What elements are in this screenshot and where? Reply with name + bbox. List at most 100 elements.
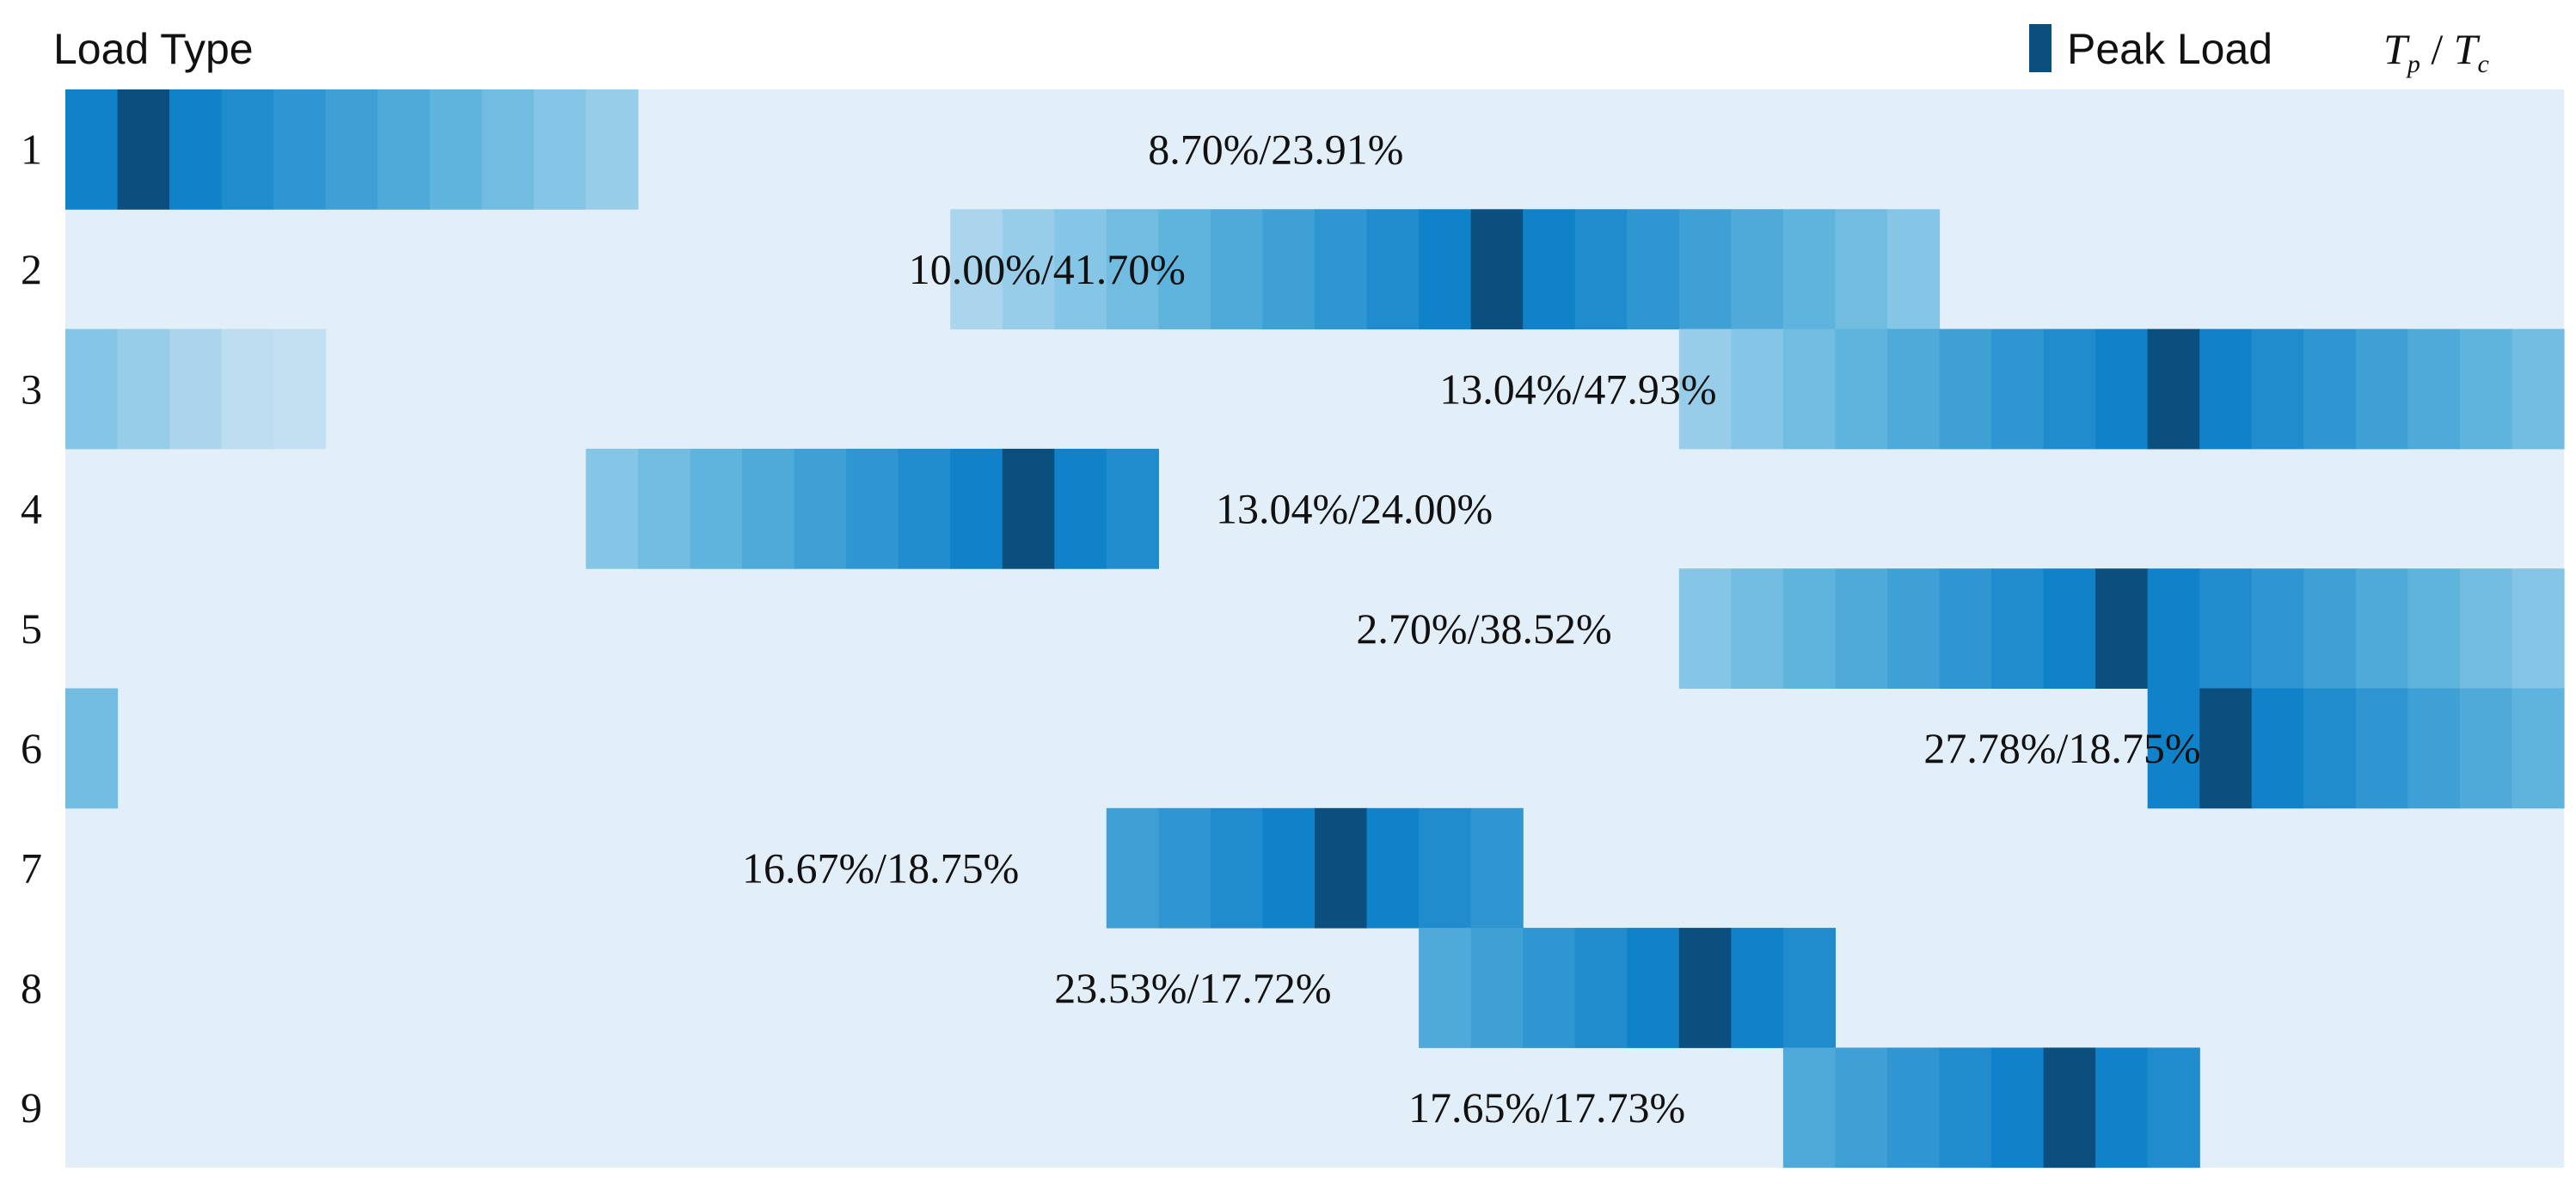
legend-label-peak-load: Peak Load	[2067, 25, 2272, 73]
load-cell	[1782, 209, 1837, 330]
load-cell	[950, 209, 1003, 330]
row-annotation: 27.78%/18.75%	[1923, 724, 2200, 772]
load-cell	[1627, 209, 1680, 330]
heatmap-row-8	[1419, 928, 1837, 1048]
load-cell	[1835, 328, 1888, 450]
peak-cell	[1678, 928, 1732, 1048]
load-cell	[1574, 209, 1628, 330]
heatmap-rows	[65, 89, 2565, 1169]
load-cell	[2407, 328, 2461, 450]
load-cell	[742, 448, 795, 569]
load-cell	[1210, 807, 1264, 929]
load-cell	[2095, 1047, 2149, 1169]
load-cell	[1158, 807, 1211, 929]
load-cell	[1782, 928, 1837, 1048]
load-cell	[846, 448, 899, 569]
load-cell	[1886, 209, 1941, 330]
load-cell	[950, 448, 1003, 569]
load-cell	[690, 448, 743, 569]
load-cell	[1678, 209, 1732, 330]
load-cell	[2459, 568, 2513, 689]
load-cell	[377, 89, 431, 210]
load-cell	[1315, 209, 1368, 330]
ratio-first: T	[2383, 25, 2410, 73]
peak-cell	[1315, 807, 1368, 929]
legend-ratio-label: Tp / Tc	[2383, 25, 2489, 78]
heatmap-row-1	[65, 89, 639, 210]
load-cell	[2512, 568, 2565, 689]
load-cell	[586, 89, 639, 210]
heatmap-row-2	[950, 209, 1941, 330]
load-cell	[2459, 688, 2513, 809]
legend: Peak Load Tp / Tc	[2029, 24, 2489, 78]
row-label: 5	[21, 604, 42, 653]
load-cell	[1054, 209, 1107, 330]
peak-cell	[1470, 209, 1524, 330]
load-cell	[1106, 209, 1159, 330]
row-annotation: 2.70%/38.52%	[1356, 604, 1611, 653]
load-cell	[1002, 209, 1055, 330]
load-cell	[1574, 928, 1628, 1048]
row-label: 6	[21, 724, 42, 772]
load-cell	[1470, 928, 1524, 1048]
peak-cell	[1002, 448, 1055, 569]
load-cell	[1106, 807, 1159, 929]
load-cell	[169, 328, 223, 450]
load-cell	[1835, 568, 1888, 689]
load-cell	[2095, 328, 2149, 450]
load-cell	[2147, 568, 2200, 689]
legend-swatch-peak-load	[2029, 24, 2052, 72]
load-cell	[1939, 568, 1992, 689]
load-cell	[1523, 928, 1576, 1048]
load-cell	[2512, 688, 2565, 809]
load-cell	[429, 89, 482, 210]
load-cell	[2355, 568, 2408, 689]
row-label: 8	[21, 964, 42, 1012]
load-cell	[2303, 688, 2357, 809]
row-annotation: 10.00%/41.70%	[909, 245, 1186, 293]
load-cell	[1419, 807, 1472, 929]
load-cell	[65, 688, 119, 809]
load-cell	[2199, 568, 2253, 689]
load-cell	[586, 448, 639, 569]
load-cell	[117, 328, 170, 450]
load-cell	[2251, 688, 2304, 809]
peak-cell	[2147, 328, 2200, 450]
load-cell	[1678, 568, 1732, 689]
load-cell	[1054, 448, 1107, 569]
load-cell	[2043, 568, 2096, 689]
load-cell	[1470, 807, 1524, 929]
load-cell	[1991, 328, 2045, 450]
row-label: 3	[21, 365, 42, 413]
row-annotations: 8.70%/23.91% 10.00%/41.70% 13.04%/47.93% 13…	[742, 126, 2200, 1132]
peak-cell	[2199, 688, 2253, 809]
load-cell	[221, 328, 274, 450]
load-cell	[481, 89, 535, 210]
heatmap-row-4	[586, 448, 1159, 569]
load-cell	[221, 89, 274, 210]
load-cell	[1886, 568, 1941, 689]
load-cell	[2147, 688, 2200, 809]
load-cell	[533, 89, 587, 210]
row-label: 2	[21, 245, 42, 293]
load-cell	[1419, 928, 1472, 1048]
load-cell	[1366, 807, 1420, 929]
row-label: 7	[21, 844, 42, 892]
load-cell	[1939, 328, 1992, 450]
load-cell	[1262, 209, 1316, 330]
row-label: 4	[21, 485, 42, 533]
load-cell	[1419, 209, 1472, 330]
load-cell	[169, 89, 223, 210]
row-annotation: 23.53%/17.72%	[1054, 964, 1331, 1012]
row-annotation: 8.70%/23.91%	[1148, 126, 1403, 174]
heatmap-row-9	[1782, 1047, 2200, 1169]
load-cell	[1782, 328, 1837, 450]
row-annotation: 16.67%/18.75%	[742, 844, 1019, 892]
heatmap-row-5	[1678, 568, 2565, 689]
load-cell	[2199, 328, 2253, 450]
load-cell	[794, 448, 847, 569]
load-cell	[898, 448, 951, 569]
load-cell	[2407, 688, 2461, 809]
load-cell	[1210, 209, 1264, 330]
ratio-separator: /	[2420, 25, 2454, 73]
